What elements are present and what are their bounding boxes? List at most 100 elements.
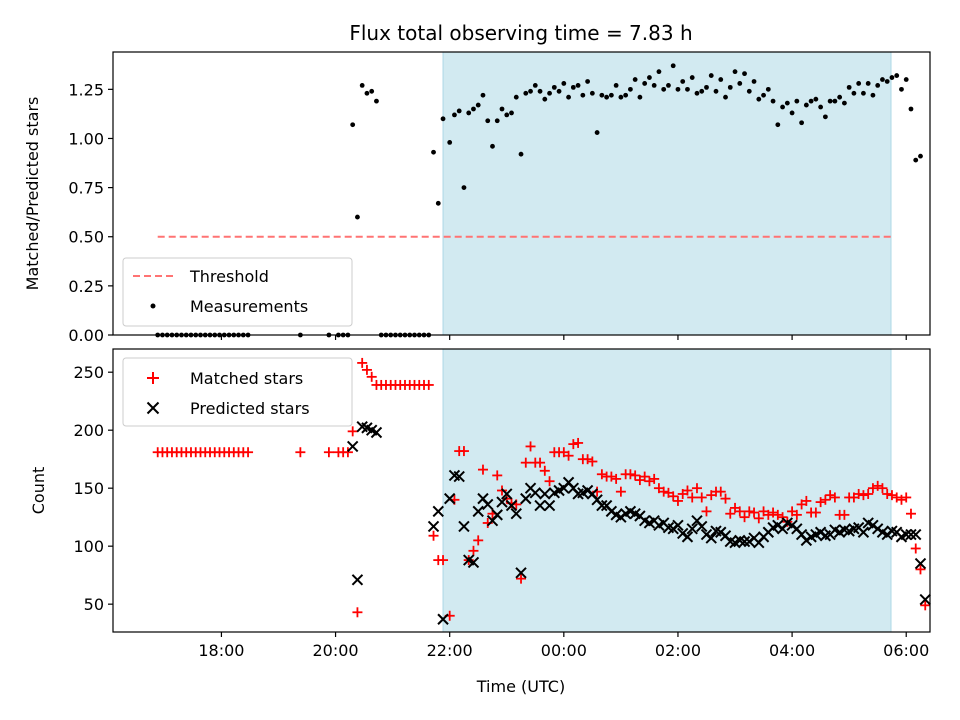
predicted-star-point-b xyxy=(791,523,803,535)
measurement-point xyxy=(789,110,795,116)
predicted-star-point xyxy=(510,507,522,520)
matched-star-point xyxy=(611,473,622,484)
predicted-star-point xyxy=(910,528,922,541)
measurement-point xyxy=(880,77,885,82)
measurement-point xyxy=(651,83,657,88)
measurement-point xyxy=(784,100,790,106)
predicted-legend-swatch xyxy=(146,401,160,415)
measurement-point xyxy=(918,153,923,159)
matched-star-point xyxy=(753,513,764,524)
x-tick-label: 20:00 xyxy=(313,641,359,660)
measurement-point xyxy=(742,71,747,77)
predicted-star-point xyxy=(919,593,931,606)
predicted-star-point-b xyxy=(672,519,684,532)
matched-star-point xyxy=(791,509,802,520)
predicted-star-point-b xyxy=(539,488,551,500)
measurement-point xyxy=(756,96,762,102)
matched-star-point xyxy=(820,494,831,505)
predicted-star-point-b xyxy=(905,528,917,541)
matched-star-point xyxy=(691,483,702,494)
predicted-star-point-b xyxy=(501,488,513,500)
predicted-star-point-b xyxy=(520,492,532,505)
predicted-star-point xyxy=(520,492,532,505)
measurement-point xyxy=(827,98,833,104)
predicted-legend-label: Predicted stars xyxy=(190,399,310,418)
measurement-point xyxy=(875,83,881,88)
predicted-star-point-b xyxy=(691,514,703,527)
matched-star-point xyxy=(891,492,902,503)
matched-star-point xyxy=(582,454,593,465)
measurement-point xyxy=(861,90,866,96)
matched-star-point xyxy=(910,543,921,554)
measurement-point xyxy=(369,88,375,94)
matched-star-point xyxy=(896,494,907,505)
matched-star-point xyxy=(568,439,579,450)
predicted-star-point-b xyxy=(596,499,608,512)
matched-star-point xyxy=(563,450,574,461)
measurement-point xyxy=(689,75,695,80)
y-tick-label: 0.50 xyxy=(68,228,104,247)
predicted-star-point-b xyxy=(662,521,675,534)
predicted-star-point-b xyxy=(351,574,364,586)
matched-star-point xyxy=(649,473,660,484)
predicted-star-point xyxy=(453,470,465,483)
measurement-point xyxy=(884,79,890,84)
matched-star-point xyxy=(347,426,358,437)
measurement-point xyxy=(523,90,529,96)
matched-star-point xyxy=(525,441,536,452)
measurement-point xyxy=(575,83,581,88)
predicted-star-point xyxy=(681,531,694,543)
measurement-point xyxy=(846,84,852,90)
measurement-point xyxy=(870,92,876,98)
y-tick-label: 0.25 xyxy=(68,277,104,296)
measurement-point xyxy=(504,112,510,118)
predicted-star-point xyxy=(672,519,684,532)
matched-star-point xyxy=(630,470,641,481)
predicted-star-point-b xyxy=(427,520,440,533)
matched-star-point xyxy=(473,535,484,546)
predicted-star-point xyxy=(491,509,503,521)
predicted-star-point-b xyxy=(443,492,456,505)
measurement-point xyxy=(556,88,562,94)
predicted-star-point-b xyxy=(696,520,708,533)
matched-star-point xyxy=(739,512,750,523)
predicted-star-point xyxy=(900,528,912,541)
matched-star-point xyxy=(342,447,353,458)
predicted-star-point-b xyxy=(361,422,373,434)
measurement-point xyxy=(594,130,600,135)
predicted-star-point-b xyxy=(738,535,751,548)
matched-star-point xyxy=(810,507,821,518)
predicted-star-point-b xyxy=(491,509,503,521)
measurement-point xyxy=(480,92,486,98)
measurement-point xyxy=(699,88,705,94)
measurement-point xyxy=(680,79,686,84)
measurement-point xyxy=(675,86,681,92)
predicted-star-point xyxy=(539,488,551,500)
predicted-star-point-b xyxy=(534,499,546,512)
predicted-star-point-b xyxy=(496,496,508,508)
measurement-point xyxy=(903,77,909,82)
matched-star-point xyxy=(696,492,707,503)
y-tick-label: 50 xyxy=(84,595,104,614)
matched-star-point xyxy=(639,471,650,482)
measurement-point xyxy=(532,83,538,88)
measurement-point xyxy=(718,77,724,82)
predicted-stars-points xyxy=(346,421,931,625)
predicted-star-point-b xyxy=(529,487,541,499)
measurement-point xyxy=(518,151,524,157)
y-tick-label: 1.25 xyxy=(68,80,104,99)
measurement-point xyxy=(637,94,643,100)
bottom-x-ticks: 18:00 20:00 22:00 00:00 02:00 04:00 06:00 xyxy=(198,632,929,660)
matched-star-point xyxy=(587,456,598,467)
x-tick-label: 06:00 xyxy=(883,641,929,660)
matched-star-point xyxy=(516,573,527,584)
matched-star-point xyxy=(734,506,745,517)
predicted-star-point xyxy=(543,499,556,512)
matched-star-point xyxy=(853,488,864,499)
predicted-star-point-b xyxy=(591,494,603,506)
measurement-point xyxy=(447,140,453,145)
measurement-point xyxy=(466,110,472,116)
matched-star-point xyxy=(858,490,869,501)
bottom-legend-box xyxy=(122,357,353,427)
